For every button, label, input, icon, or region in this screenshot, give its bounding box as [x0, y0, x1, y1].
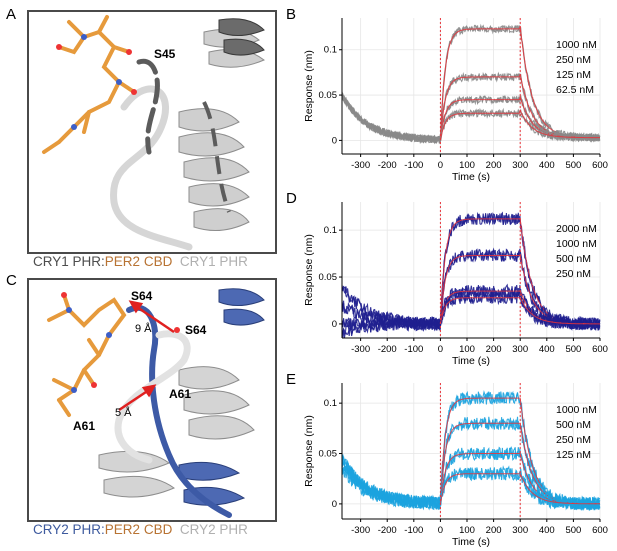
xtick-label-e: 300: [512, 525, 528, 536]
panel-letter-b: B: [286, 6, 297, 23]
trace-d-250nM-1: [341, 291, 601, 339]
ylabel-d: Response (nm): [303, 234, 315, 306]
cry2-per2-structure-image: S64 S64 A61 A61 9 Å 5 Å: [47, 288, 265, 518]
xtick-label-b: 500: [565, 160, 581, 171]
ytick-label-e: 0.1: [324, 398, 337, 409]
chart-panel-b: -300 -200 -100 0 100 200 300 400 500 600 0 0.05 0.1 T…: [303, 18, 608, 183]
caption-panel-a: CRY1 PHR:PER2 CBD CRY1 PHR: [33, 254, 248, 269]
legend-entry-d-0: 2000 nM: [556, 223, 597, 235]
fit-line-d-250nM: [439, 297, 600, 325]
xtick-label-b: -100: [404, 160, 423, 171]
xlabel-d: Time (s): [452, 355, 490, 367]
cry1-per2-structure-image: S45: [42, 15, 265, 251]
xtick-label-b: -200: [378, 160, 397, 171]
distance-label-5a: 5 Å: [115, 406, 132, 419]
legend-entry-e-0: 1000 nM: [556, 404, 597, 416]
xtick-label-d: 500: [565, 344, 581, 355]
trace-b-250nM-1: [341, 72, 600, 144]
ytick-label-e: 0.05: [319, 449, 338, 460]
residue-label-s45: S45: [154, 47, 176, 61]
xtick-label-b: 400: [539, 160, 555, 171]
residue-label-s64-cry2: S64: [185, 323, 207, 337]
caption-a-per2: PER2 CBD: [104, 254, 173, 269]
caption-c-cry2-light: CRY2 PHR: [179, 522, 248, 537]
ytick-label-b: 0: [332, 135, 337, 146]
xtick-label-e: -100: [404, 525, 423, 536]
legend-entry-d-1: 1000 nM: [556, 238, 597, 250]
legend-entry-b-1: 250 nM: [556, 54, 591, 66]
xtick-label-b: 600: [592, 160, 608, 171]
ylabel-e: Response (nm): [303, 415, 315, 487]
xtick-label-d: -300: [351, 344, 370, 355]
caption-c-per2: PER2 CBD: [104, 522, 173, 537]
xtick-label-d: 100: [459, 344, 475, 355]
structure-panel-a: S45: [27, 10, 277, 254]
legend-entry-d-2: 500 nM: [556, 253, 591, 265]
caption-c-cry2: CRY2 PHR: [33, 522, 102, 537]
ylabel-b: Response (nm): [303, 50, 315, 122]
xtick-label-e: 200: [486, 525, 502, 536]
caption-c-sep: :: [101, 522, 105, 537]
chart-panel-e: -300 -200 -100 0 100 200 300 400 500 600 0 0.05 0.1 T…: [303, 383, 608, 548]
xtick-label-e: -300: [351, 525, 370, 536]
trace-b-625nM-1: [341, 96, 601, 144]
fit-line-e-125nM: [439, 473, 601, 505]
ytick-label-d: 0.05: [319, 272, 338, 283]
legend-entry-e-1: 500 nM: [556, 419, 591, 431]
residue-label-a61-cry2: A61: [169, 387, 191, 401]
xtick-label-b: 300: [512, 160, 528, 171]
xtick-label-d: 300: [512, 344, 528, 355]
xtick-label-d: 400: [539, 344, 555, 355]
xtick-label-e: 100: [459, 525, 475, 536]
ytick-label-d: 0: [332, 319, 337, 330]
xtick-label-e: -200: [378, 525, 397, 536]
xtick-label-d: -100: [404, 344, 423, 355]
ytick-label-e: 0: [332, 499, 337, 510]
xtick-label-e: 400: [539, 525, 555, 536]
legend-entry-b-0: 1000 nM: [556, 39, 597, 51]
panel-letter-c: C: [6, 272, 17, 289]
xlabel-b: Time (s): [452, 171, 490, 183]
xtick-label-d: 600: [592, 344, 608, 355]
xtick-label-e: 500: [565, 525, 581, 536]
xtick-label-e: 600: [592, 525, 608, 536]
ytick-label-b: 0.05: [319, 90, 338, 101]
xtick-label-b: 0: [438, 160, 443, 171]
xtick-label-b: 100: [459, 160, 475, 171]
distance-label-9a: 9 Å: [135, 322, 152, 335]
caption-a-cry1-light: CRY1 PHR: [179, 254, 248, 269]
caption-a-cry1: CRY1 PHR: [33, 254, 102, 269]
xlabel-e: Time (s): [452, 536, 490, 548]
ytick-label-d: 0.1: [324, 225, 337, 236]
legend-entry-d-3: 250 nM: [556, 268, 591, 280]
xtick-label-d: 200: [486, 344, 502, 355]
chart-panel-d: -300 -200 -100 0 100 200 300 400 500 600 0 0.05 0.1 T…: [303, 202, 608, 367]
xtick-label-d: -200: [378, 344, 397, 355]
legend-entry-e-2: 250 nM: [556, 434, 591, 446]
legend-entry-b-3: 62.5 nM: [556, 84, 594, 96]
xtick-label-e: 0: [438, 525, 443, 536]
xtick-label-d: 0: [438, 344, 443, 355]
panel-letter-a: A: [6, 6, 17, 23]
residue-label-a61-per2: A61: [73, 419, 95, 433]
ytick-label-b: 0.1: [324, 45, 337, 56]
residue-label-s64-per2: S64: [131, 289, 153, 303]
caption-panel-c: CRY2 PHR:PER2 CBD CRY2 PHR: [33, 522, 248, 537]
panel-letter-d: D: [286, 190, 297, 207]
structure-panel-c: S64 S64 A61 A61 9 Å 5 Å: [27, 278, 277, 522]
trace-e-125nM-1: [341, 465, 601, 511]
legend-entry-e-3: 125 nM: [556, 449, 591, 461]
legend-entry-b-2: 125 nM: [556, 69, 591, 81]
xtick-label-b: 200: [486, 160, 502, 171]
xtick-label-b: -300: [351, 160, 370, 171]
panel-letter-e: E: [286, 371, 297, 388]
caption-a-sep: :: [101, 254, 105, 269]
